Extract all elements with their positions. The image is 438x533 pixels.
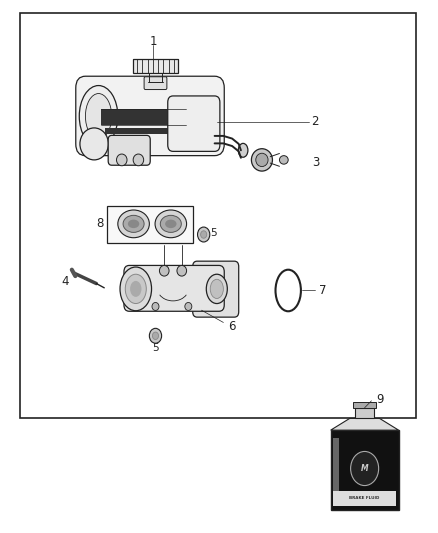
Ellipse shape [80,128,109,160]
FancyBboxPatch shape [76,76,224,156]
Ellipse shape [125,274,146,304]
Ellipse shape [256,154,268,167]
Ellipse shape [152,302,159,310]
Text: 5: 5 [210,229,217,238]
Ellipse shape [251,149,272,171]
Bar [353,402,376,408]
Polygon shape [331,418,399,430]
Ellipse shape [155,210,187,238]
Bar [331,430,399,510]
Ellipse shape [198,227,210,242]
Bar [105,128,182,134]
Text: 8: 8 [96,217,103,230]
FancyBboxPatch shape [108,135,150,165]
Ellipse shape [85,94,112,139]
Text: 1: 1 [149,35,157,47]
Ellipse shape [279,156,288,164]
Ellipse shape [117,154,127,166]
FancyBboxPatch shape [193,261,239,317]
Ellipse shape [238,143,248,157]
Bar [333,491,396,506]
Text: 7: 7 [319,284,327,297]
FancyBboxPatch shape [133,59,178,73]
Text: 9: 9 [376,393,383,406]
Ellipse shape [165,220,177,228]
Ellipse shape [118,210,149,238]
Ellipse shape [128,220,139,228]
Bar [355,408,374,418]
Text: 6: 6 [228,320,236,333]
Ellipse shape [201,231,207,238]
Text: BRAKE FLUID: BRAKE FLUID [350,496,380,500]
FancyBboxPatch shape [144,77,167,90]
FancyBboxPatch shape [168,96,220,151]
Bar [333,438,339,505]
Text: 2: 2 [311,115,319,128]
Ellipse shape [130,281,141,297]
Text: 5: 5 [152,343,159,352]
Ellipse shape [120,267,152,311]
Ellipse shape [206,274,227,304]
Ellipse shape [159,265,169,276]
Ellipse shape [177,265,187,276]
Ellipse shape [160,215,181,232]
Ellipse shape [79,85,118,147]
Ellipse shape [123,215,144,232]
Bar [20,13,416,418]
FancyBboxPatch shape [124,265,224,311]
Text: 4: 4 [61,275,69,288]
Bar [101,109,186,125]
Text: M: M [361,464,368,473]
Bar [107,206,193,243]
Text: 3: 3 [312,156,319,169]
Ellipse shape [152,332,159,340]
Ellipse shape [210,279,223,298]
Circle shape [350,451,378,486]
Ellipse shape [149,328,162,343]
Ellipse shape [185,302,192,310]
Ellipse shape [133,154,144,166]
